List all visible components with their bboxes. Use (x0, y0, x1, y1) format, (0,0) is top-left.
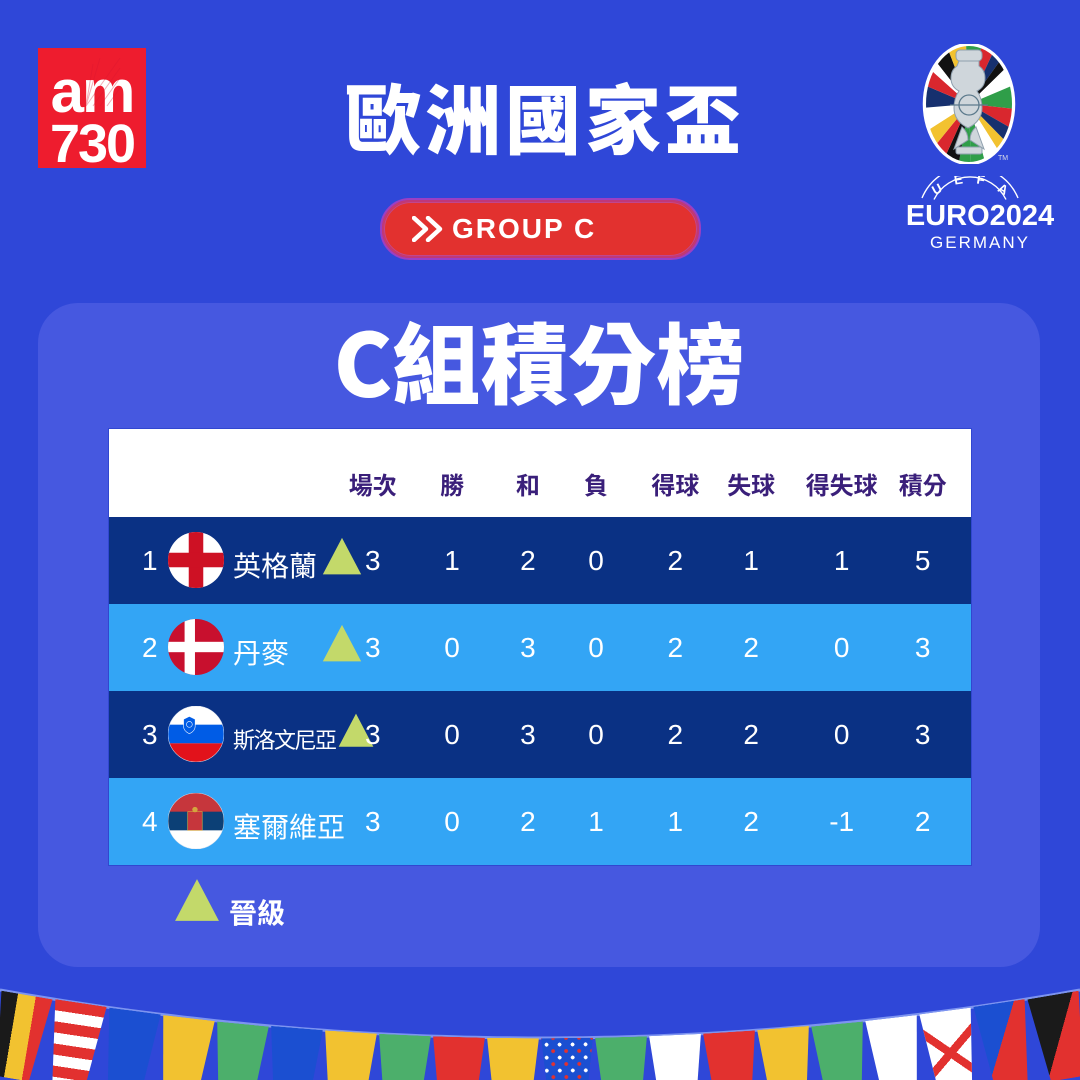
svg-text:730: 730 (50, 114, 134, 168)
svg-text:TM: TM (998, 155, 1008, 162)
svg-text:F: F (976, 176, 986, 188)
svg-text:E: E (953, 176, 964, 188)
svg-text:A: A (995, 180, 1011, 198)
